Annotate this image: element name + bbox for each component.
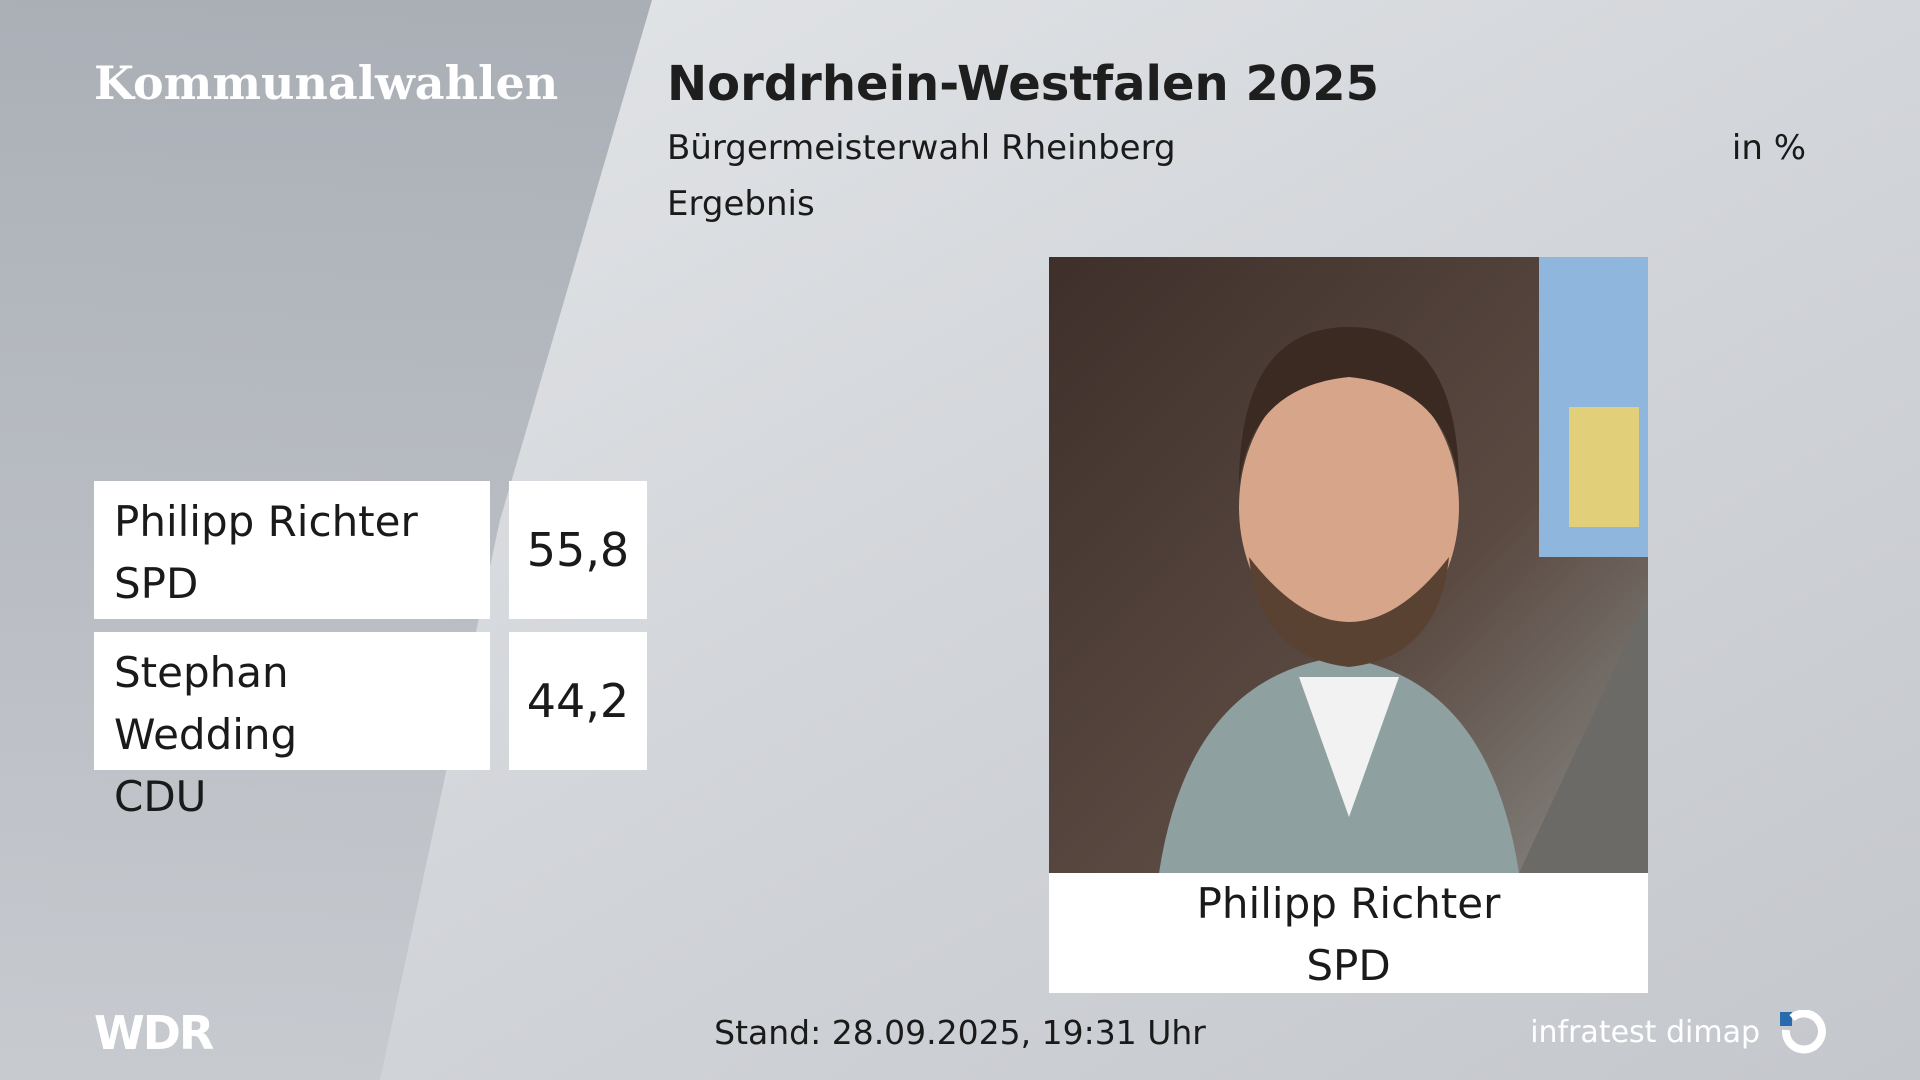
candidate-photo [1049, 257, 1648, 873]
candidate-name: Philipp Richter [114, 497, 418, 546]
caption-name: Philipp Richter [1196, 879, 1501, 928]
candidate-name: Stephan Wedding [114, 648, 298, 759]
title: Nordrhein-Westfalen 2025 [667, 56, 1380, 112]
caption-party: SPD [1306, 941, 1391, 990]
wdr-logo: WDR [94, 1006, 214, 1060]
section-title: Kommunalwahlen [94, 56, 559, 110]
subtitle: Bürgermeisterwahl Rheinberg [667, 128, 1176, 168]
source: infratest dimap [1530, 1015, 1760, 1050]
source-logo [1780, 1010, 1826, 1054]
result-label: Ergebnis [667, 184, 815, 224]
photo-caption: Philipp Richter SPD [1049, 873, 1648, 993]
result-value: 44,2 [509, 632, 647, 770]
timestamp: Stand: 28.09.2025, 19:31 Uhr [714, 1013, 1206, 1052]
candidate-box: Philipp Richter SPD [94, 481, 490, 619]
party: SPD [114, 559, 199, 608]
party: CDU [114, 772, 207, 821]
candidate-box: Stephan Wedding CDU [94, 632, 490, 821]
result-value: 55,8 [509, 481, 647, 619]
unit: in % [1731, 128, 1806, 168]
